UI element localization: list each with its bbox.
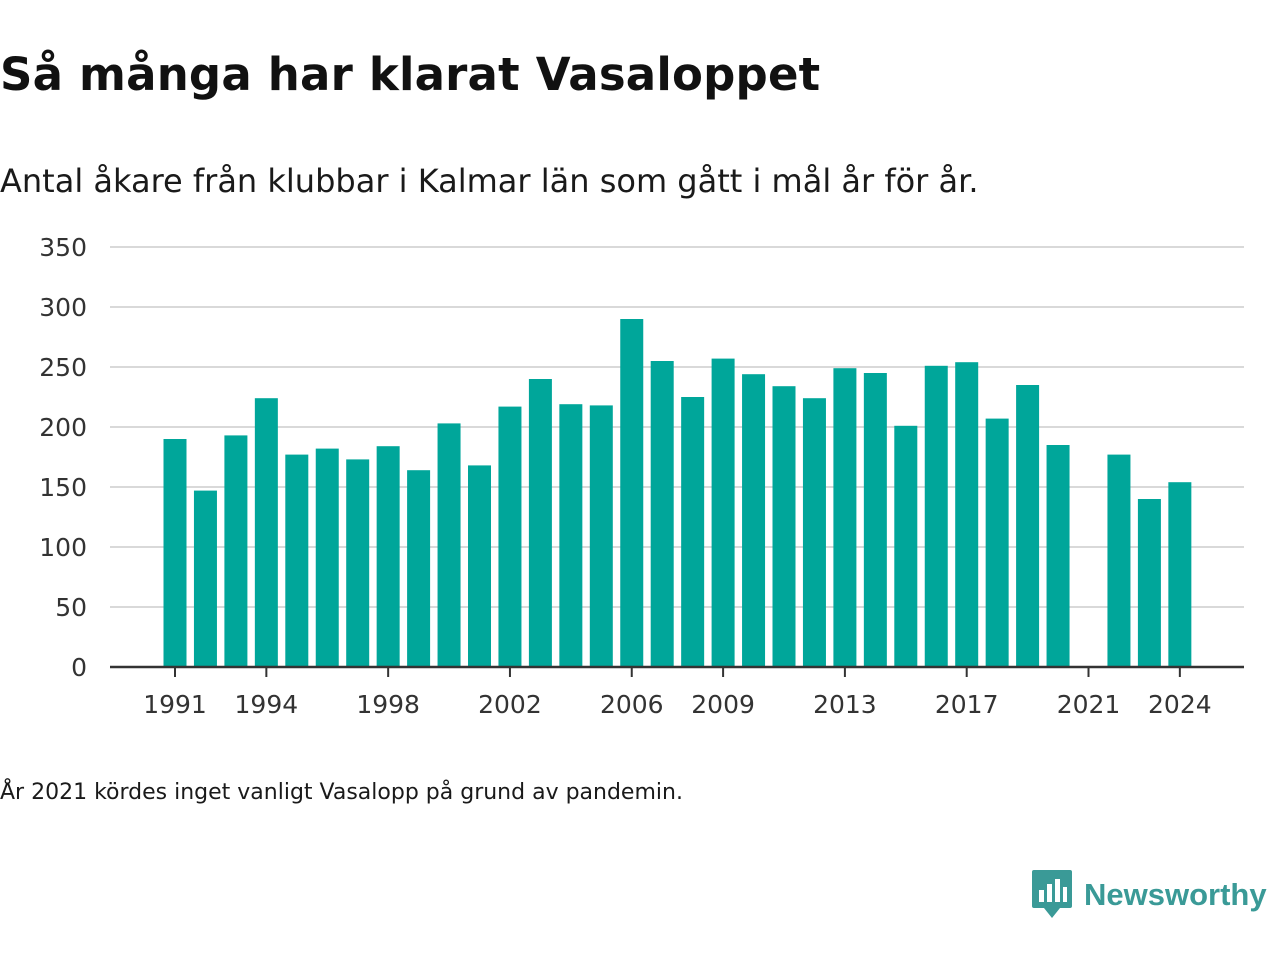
x-axis-ticks: 1991 1994 1998 2002 2006 2009 2013 2017 2021 2024: [143, 667, 1212, 719]
bar-1997: [346, 459, 370, 667]
y-tick-label: 150: [39, 473, 87, 502]
x-tick-label: 1998: [356, 690, 420, 719]
x-tick-label: 1991: [143, 690, 207, 719]
bar-1994: [254, 398, 278, 667]
y-tick-label: 0: [71, 653, 87, 682]
bar-2008: [681, 397, 705, 667]
bar-2019: [1016, 385, 1040, 667]
x-tick-label: 2013: [813, 690, 877, 719]
y-tick-label: 100: [39, 533, 87, 562]
bar-1991: [163, 439, 187, 667]
x-tick-label: 2021: [1057, 690, 1121, 719]
y-tick-label: 250: [39, 353, 87, 382]
bar-1998: [376, 446, 400, 667]
chart-title: Så många har klarat Vasaloppet: [0, 48, 821, 101]
bar-2013: [833, 368, 857, 667]
y-tick-label: 50: [55, 593, 87, 622]
chart-footnote: År 2021 kördes inget vanligt Vasalopp på…: [0, 780, 683, 805]
bar-2001: [468, 465, 491, 667]
y-tick-label: 200: [39, 413, 87, 442]
bar-2022: [1107, 454, 1131, 667]
bar-2002: [498, 406, 522, 667]
bar-2014: [863, 373, 887, 667]
brand-name: Newsworthy: [1084, 877, 1267, 912]
bar-2012: [802, 398, 826, 667]
bar-2007: [650, 361, 674, 667]
bar-2004: [559, 404, 583, 667]
bar-2011: [772, 386, 796, 667]
newsworthy-logo-icon: [1032, 870, 1072, 918]
bar-1993: [224, 435, 248, 667]
bar-2006: [620, 319, 644, 667]
x-tick-label: 2024: [1148, 690, 1212, 719]
x-tick-label: 2002: [478, 690, 542, 719]
x-tick-label: 2006: [600, 690, 664, 719]
bar-2020: [1046, 445, 1070, 667]
bar-2016: [924, 365, 948, 667]
bar-2024: [1168, 482, 1192, 667]
bar-2023: [1137, 499, 1161, 667]
x-tick-label: 1994: [235, 690, 299, 719]
bar-2009: [711, 358, 735, 667]
bar-1995: [285, 454, 309, 667]
y-axis-ticks: 0 50 100 150 200 250 300 350: [39, 233, 87, 682]
x-tick-label: 2017: [935, 690, 999, 719]
x-tick-label: 2009: [691, 690, 755, 719]
grid-lines: [110, 246, 1244, 608]
bar-1996: [315, 448, 339, 667]
bar-1992: [193, 490, 217, 667]
bar-2005: [589, 405, 613, 667]
bar-2015: [894, 425, 918, 667]
brand: Newsworthy: [1032, 870, 1267, 920]
bar-2018: [985, 418, 1009, 667]
bars: [163, 319, 1192, 667]
bar-2000: [437, 423, 461, 667]
bar-2010: [742, 374, 766, 667]
y-tick-label: 300: [39, 293, 87, 322]
bar-2003: [528, 379, 552, 667]
bar-1999: [407, 470, 431, 667]
y-tick-label: 350: [39, 233, 87, 262]
chart-subtitle: Antal åkare från klubbar i Kalmar län so…: [0, 162, 979, 200]
bar-2017: [955, 362, 979, 667]
